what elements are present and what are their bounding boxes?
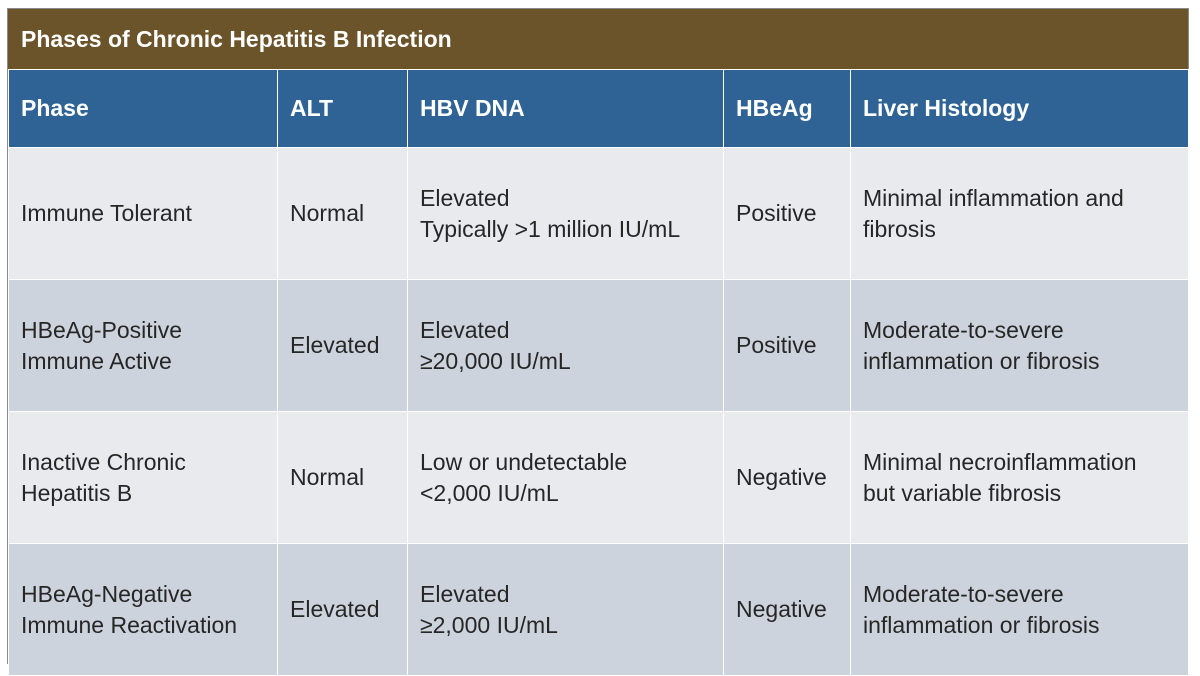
cell-alt: Normal [277,147,408,280]
cell-text: Moderate-to-severe [863,580,1064,607]
cell-text: fibrosis [863,215,936,242]
cell-text: ≥2,000 IU/mL [420,611,558,638]
cell-liver-histology: Moderate-to-severe inflammation or fibro… [850,543,1189,676]
cell-text: inflammation or fibrosis [863,347,1100,374]
hepatitis-phases-table: Phase ALT HBV DNA HBeAg Liver Histology … [8,69,1189,676]
cell-text: Typically >1 million IU/mL [420,215,681,242]
cell-text: Immune Active [21,347,172,374]
cell-hbeag: Negative [723,543,851,676]
table-title: Phases of Chronic Hepatitis B Infection [8,9,1188,69]
header-phase: Phase [8,69,278,148]
cell-hbv-dna: Elevated ≥2,000 IU/mL [407,543,724,676]
cell-text: HBeAg-Negative [21,580,193,607]
cell-liver-histology: Minimal necroinflammation but variable f… [850,411,1189,544]
cell-alt: Normal [277,411,408,544]
header-row: Phase ALT HBV DNA HBeAg Liver Histology [8,69,1189,148]
cell-hbv-dna: Elevated ≥20,000 IU/mL [407,279,724,412]
cell-text: but variable fibrosis [863,479,1062,506]
header-liver-histology: Liver Histology [850,69,1189,148]
header-hbeag: HBeAg [723,69,851,148]
cell-hbv-dna: Low or undetectable <2,000 IU/mL [407,411,724,544]
table-row: Inactive Chronic Hepatitis B Normal Low … [8,411,1189,544]
cell-alt: Elevated [277,279,408,412]
cell-text: Hepatitis B [21,479,133,506]
cell-liver-histology: Minimal inflammation and fibrosis [850,147,1189,280]
cell-text: Elevated [420,184,510,211]
cell-hbeag: Positive [723,147,851,280]
table-row: HBeAg-Negative Immune Reactivation Eleva… [8,543,1189,676]
cell-alt: Elevated [277,543,408,676]
cell-text: Low or undetectable [420,448,628,475]
cell-phase: Inactive Chronic Hepatitis B [8,411,278,544]
cell-text: Inactive Chronic [21,448,186,475]
cell-hbv-dna: Elevated Typically >1 million IU/mL [407,147,724,280]
cell-hbeag: Positive [723,279,851,412]
cell-phase: HBeAg-Positive Immune Active [8,279,278,412]
cell-text: Immune Tolerant [21,200,192,226]
slide-frame: Phases of Chronic Hepatitis B Infection … [7,8,1189,676]
cell-liver-histology: Moderate-to-severe inflammation or fibro… [850,279,1189,412]
cell-text: Moderate-to-severe [863,316,1064,343]
cell-text: HBeAg-Positive [21,316,183,343]
cell-text: ≥20,000 IU/mL [420,347,571,374]
cell-text: Elevated [420,580,510,607]
cell-text: Minimal inflammation and [863,184,1124,211]
cell-text: Elevated [420,316,510,343]
cell-hbeag: Negative [723,411,851,544]
cell-text: Immune Reactivation [21,611,238,638]
header-hbv-dna: HBV DNA [407,69,724,148]
cell-phase: Immune Tolerant [8,147,278,280]
cell-text: Minimal necroinflammation [863,448,1137,475]
cell-text: inflammation or fibrosis [863,611,1100,638]
table-row: HBeAg-Positive Immune Active Elevated El… [8,279,1189,412]
header-alt: ALT [277,69,408,148]
cell-text: <2,000 IU/mL [420,479,559,506]
cell-phase: HBeAg-Negative Immune Reactivation [8,543,278,676]
table-row: Immune Tolerant Normal Elevated Typicall… [8,147,1189,280]
